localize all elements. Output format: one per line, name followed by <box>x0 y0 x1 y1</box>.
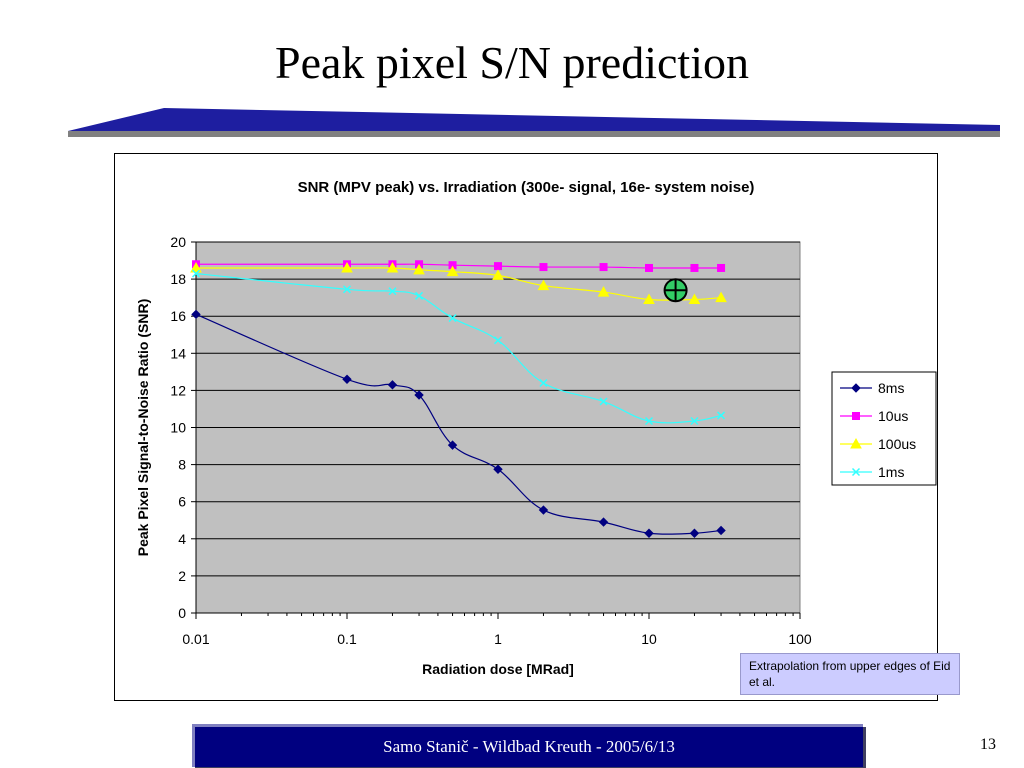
data-point-8ms <box>414 390 424 400</box>
data-point-8ms <box>191 309 201 320</box>
data-point-1ms <box>388 287 397 296</box>
legend-label-1ms: 1ms <box>878 464 904 480</box>
data-point-1ms <box>644 416 654 426</box>
snr-chart: SNR (MPV peak) vs. Irradiation (300e- si… <box>135 179 937 677</box>
y-tick-label: 8 <box>178 457 186 473</box>
extrapolation-note: Extrapolation from upper edges of Eid et… <box>740 653 960 695</box>
x-tick-label: 10 <box>641 631 657 647</box>
y-tick-label: 14 <box>170 345 186 361</box>
data-point-1ms <box>690 416 699 426</box>
chart-title: SNR (MPV peak) vs. Irradiation (300e- si… <box>298 179 755 196</box>
legend-label-8ms: 8ms <box>878 380 904 396</box>
data-point-8ms <box>538 505 549 515</box>
data-point-10us <box>539 263 548 272</box>
series-line-8ms <box>195 313 722 535</box>
data-point-8ms <box>493 464 503 474</box>
data-point-10us <box>494 262 502 271</box>
y-tick-label: 10 <box>170 420 186 436</box>
data-point-10us <box>599 263 608 272</box>
legend-label-10us: 10us <box>878 408 908 424</box>
y-tick-label: 0 <box>178 605 186 621</box>
data-point-1ms <box>599 397 608 406</box>
data-point-100us <box>597 286 610 297</box>
data-point-1ms <box>191 269 201 278</box>
data-point-100us <box>341 261 353 273</box>
page-number: 13 <box>980 736 996 753</box>
y-tick-label: 2 <box>178 568 186 584</box>
data-point-100us <box>446 265 459 277</box>
series-line-10us <box>195 263 722 269</box>
data-point-1ms <box>342 285 352 294</box>
x-tick-label: 1 <box>494 631 502 647</box>
y-tick-label: 18 <box>170 271 186 287</box>
y-axis-label: Peak Pixel Signal-to-Noise Ratio (SNR) <box>135 299 151 557</box>
title-underline-bar <box>68 108 1000 137</box>
data-point-10us <box>690 263 699 272</box>
data-point-8ms <box>598 517 609 527</box>
data-point-10us <box>645 263 653 272</box>
extrapolation-cross <box>664 279 687 302</box>
data-point-8ms <box>689 528 700 538</box>
x-tick-label: 0.01 <box>182 631 209 647</box>
x-axis-label: Radiation dose [MRad] <box>422 661 574 677</box>
data-point-100us <box>190 261 202 273</box>
data-point-100us <box>643 293 655 305</box>
y-tick-label: 4 <box>178 531 186 547</box>
data-point-8ms <box>387 380 398 390</box>
legend-marker-100us <box>850 437 862 449</box>
data-point-1ms <box>539 378 548 388</box>
y-tick-label: 20 <box>170 234 186 250</box>
legend-marker-10us <box>852 412 860 420</box>
legend-box <box>831 371 937 486</box>
legend-label-100us: 100us <box>878 436 916 452</box>
chart-frame: SNR (MPV peak) vs. Irradiation (300e- si… <box>114 153 938 701</box>
series-line-100us <box>196 267 722 301</box>
x-tick-label: 0.1 <box>337 631 357 647</box>
data-point-1ms <box>448 314 457 323</box>
data-point-100us <box>715 291 727 303</box>
legend-marker-1ms <box>851 467 861 477</box>
data-point-100us <box>688 293 701 305</box>
slide-title: Peak pixel S/N prediction <box>275 37 749 88</box>
data-point-8ms <box>342 374 352 384</box>
data-point-8ms <box>716 525 726 536</box>
data-point-10us <box>717 263 726 272</box>
data-point-100us <box>537 279 550 291</box>
data-point-1ms <box>493 336 503 345</box>
data-point-100us <box>386 261 399 273</box>
data-point-1ms <box>717 411 726 420</box>
x-tick-label: 100 <box>788 631 812 647</box>
data-point-8ms <box>447 440 458 450</box>
y-tick-label: 12 <box>170 382 186 398</box>
data-point-100us <box>492 269 504 280</box>
data-point-1ms <box>415 291 424 300</box>
legend-marker-8ms <box>851 383 861 393</box>
footer-bar: Samo Stanič - Wildbad Kreuth - 2005/6/13 <box>192 724 863 767</box>
data-point-100us <box>413 263 425 275</box>
y-tick-label: 16 <box>170 308 186 324</box>
y-tick-label: 6 <box>178 494 186 510</box>
data-point-8ms <box>644 528 654 538</box>
